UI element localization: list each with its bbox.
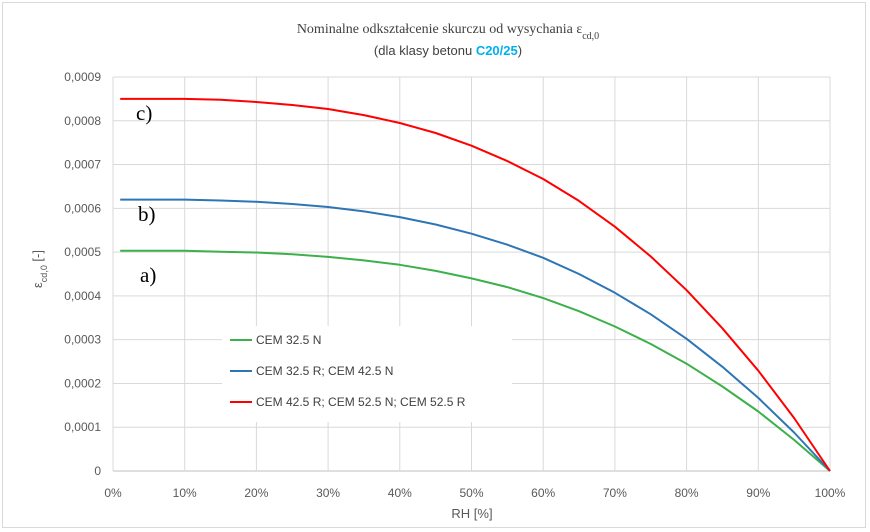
series-lines — [120, 97, 831, 472]
y-tick-label: 0,0004 — [64, 289, 101, 303]
legend-label-3: CEM 42.5 R; CEM 52.5 N; CEM 52.5 R — [256, 395, 466, 409]
x-tick-label: 90% — [746, 486, 770, 500]
y-axis-title: εcd,0 [-] — [30, 250, 49, 288]
curve-label-b: b) — [138, 202, 156, 226]
x-tick-label: 100% — [815, 486, 846, 500]
legend-label-2: CEM 32.5 R; CEM 42.5 N — [256, 364, 393, 378]
x-tick-label: 40% — [388, 486, 412, 500]
legend-box — [222, 326, 512, 422]
gridlines — [112, 76, 831, 472]
y-tick-label: 0,0001 — [64, 420, 101, 434]
y-tick-label: 0,0003 — [64, 333, 101, 347]
x-tick-label: 60% — [531, 486, 555, 500]
x-tick-label: 80% — [675, 486, 699, 500]
legend-label-1: CEM 32.5 N — [256, 333, 321, 347]
x-axis-ticks: 0% 10% 20% 30% 40% 50% 60% 70% 80% 90% 100% — [104, 486, 845, 500]
x-tick-label: 70% — [603, 486, 627, 500]
legend: CEM 32.5 N CEM 32.5 R; CEM 42.5 N CEM 42.5… — [222, 326, 512, 422]
y-tick-label: 0,0008 — [64, 114, 101, 128]
y-tick-label: 0,0002 — [64, 376, 101, 390]
series-line-1 — [120, 249, 831, 472]
x-tick-label: 50% — [459, 486, 483, 500]
x-tick-label: 10% — [173, 486, 197, 500]
y-tick-label: 0,0009 — [64, 70, 101, 84]
y-tick-label: 0 — [94, 464, 101, 478]
curve-label-a: a) — [140, 263, 156, 287]
x-axis-title: RH [%] — [451, 506, 492, 521]
y-tick-label: 0,0005 — [64, 245, 101, 259]
y-tick-label: 0,0007 — [64, 158, 101, 172]
chart-title: Nominalne odkształcenie skurczu od wysyc… — [297, 22, 599, 42]
x-tick-label: 0% — [104, 486, 122, 500]
series-line-3 — [120, 97, 831, 472]
x-tick-label: 20% — [244, 486, 268, 500]
y-tick-label: 0,0006 — [64, 201, 101, 215]
x-tick-label: 30% — [316, 486, 340, 500]
series-line-2 — [120, 198, 831, 472]
chart-subtitle: (dla klasy betonu C20/25) — [374, 43, 522, 58]
curve-label-c: c) — [136, 101, 152, 125]
y-axis-ticks: 0 0,0001 0,0002 0,0003 0,0004 0,0005 0,0006 0,0… — [64, 70, 101, 478]
